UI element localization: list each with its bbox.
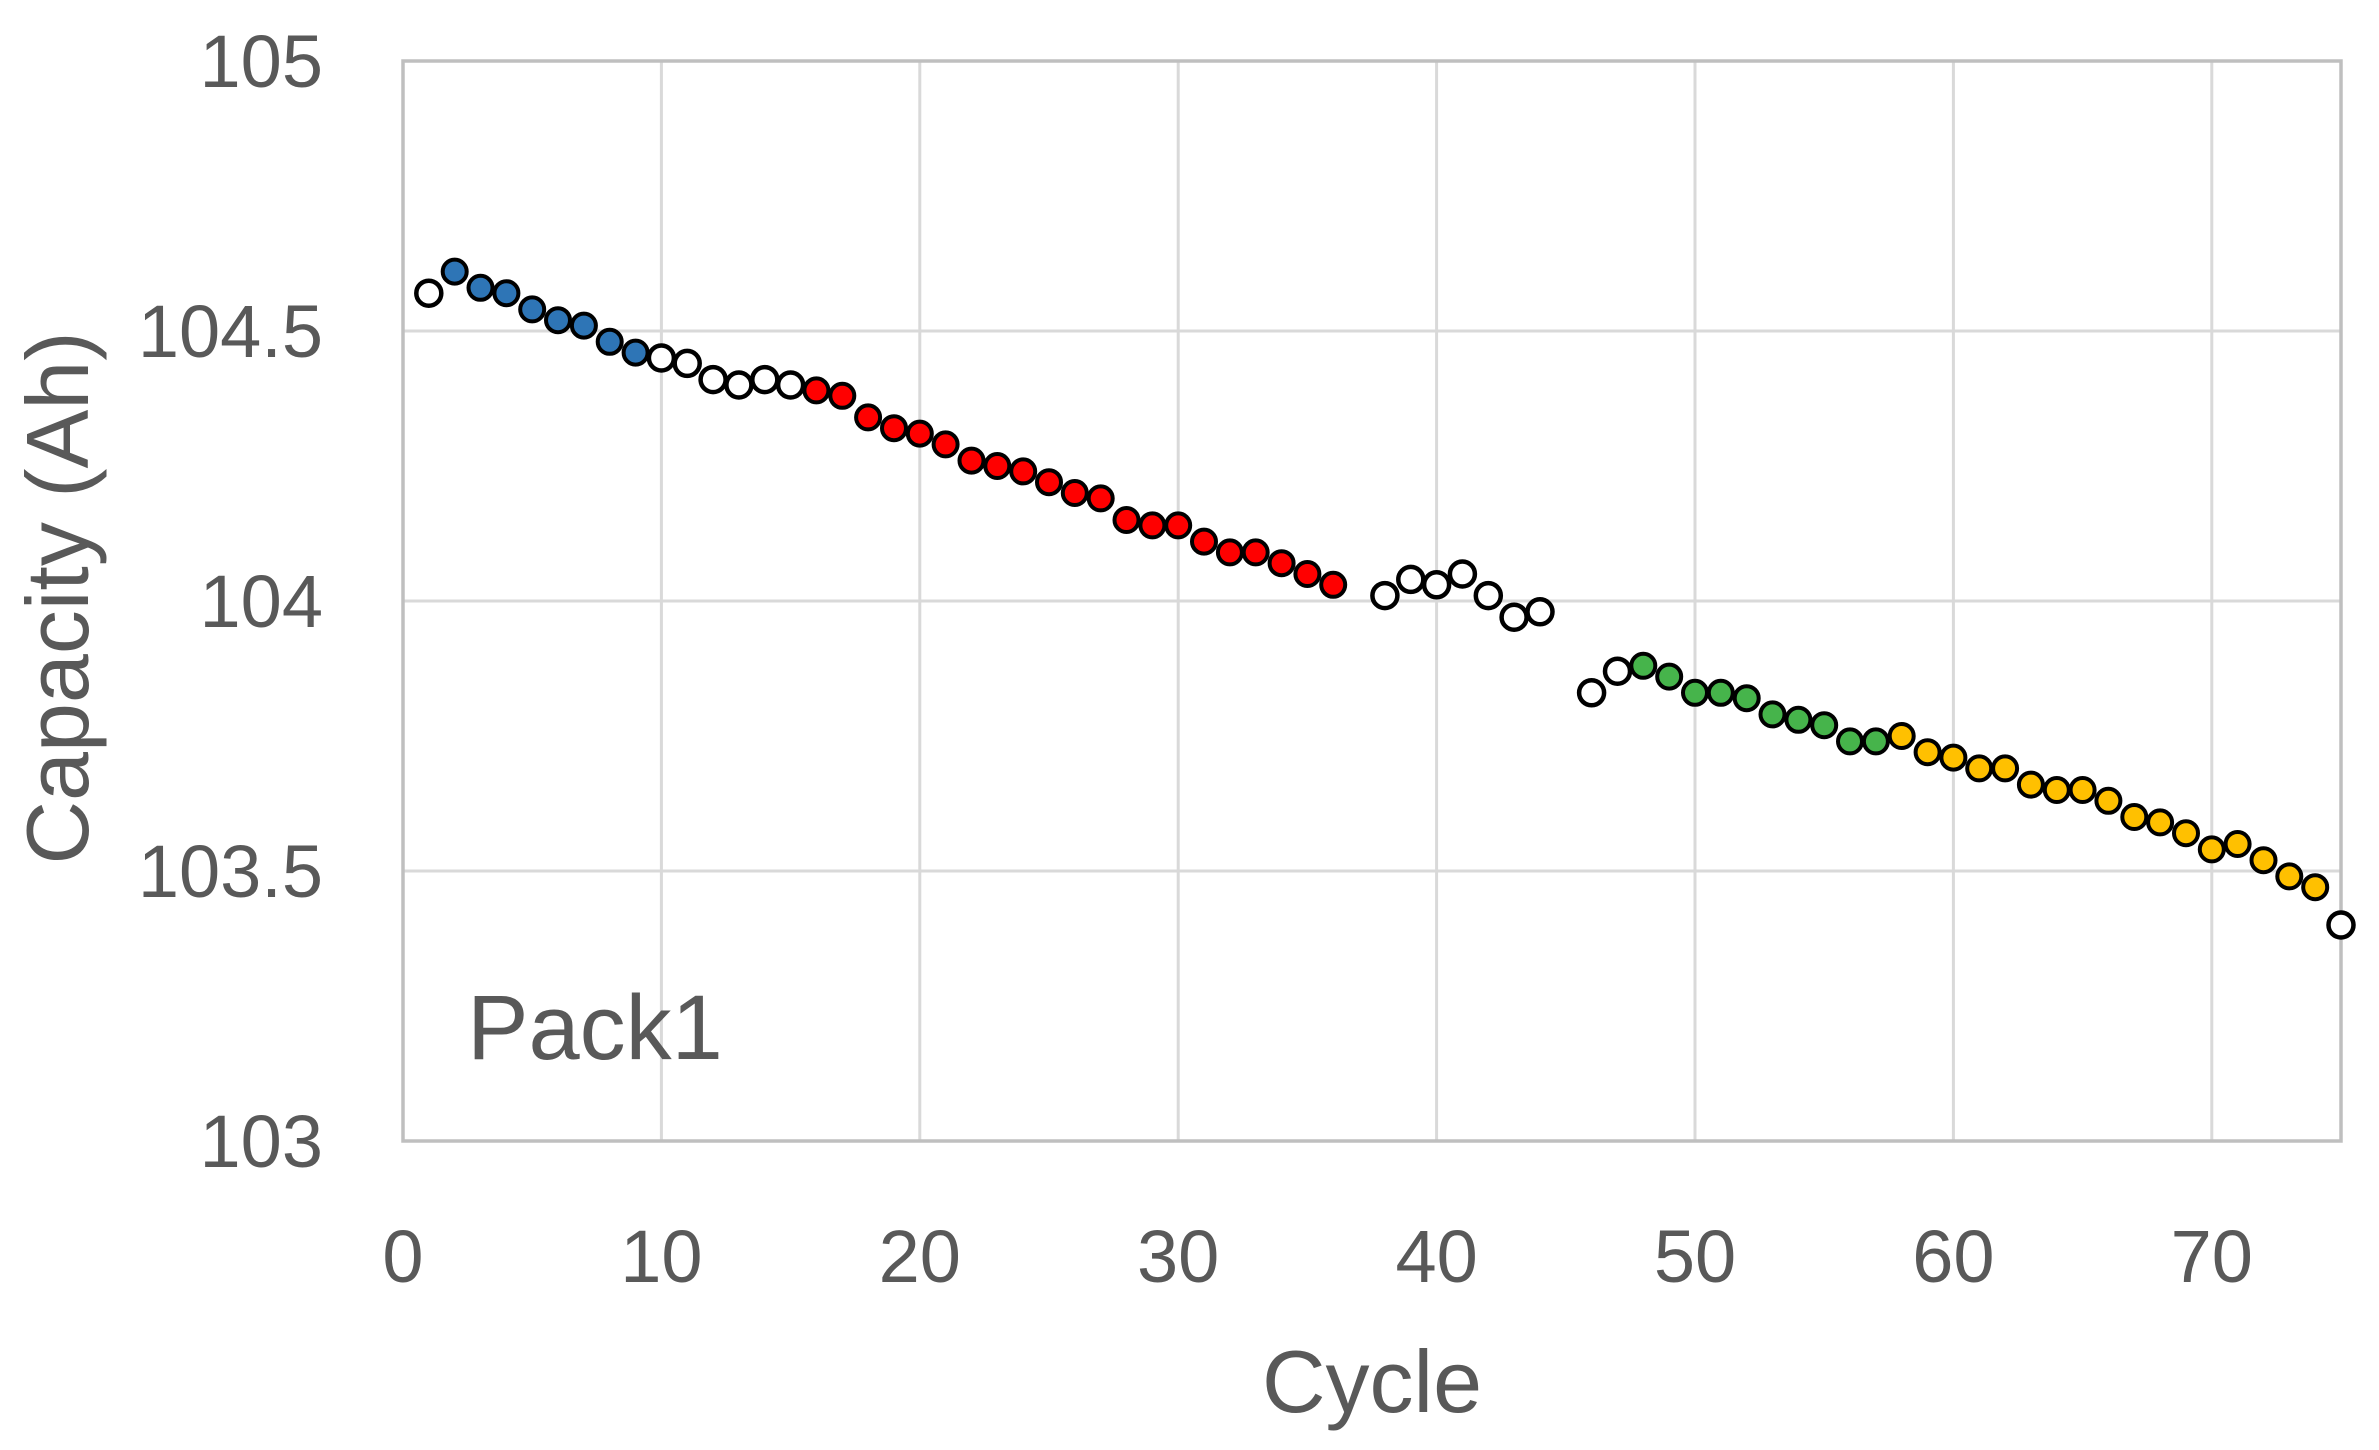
data-point bbox=[2146, 808, 2175, 837]
data-point bbox=[2223, 830, 2252, 858]
y-tick-label: 105 bbox=[200, 20, 323, 103]
x-tick-label: 60 bbox=[1912, 1215, 1994, 1298]
data-point bbox=[1810, 711, 1839, 740]
data-point bbox=[931, 430, 960, 459]
data-point bbox=[2016, 770, 2045, 799]
data-point bbox=[828, 381, 857, 410]
data-point bbox=[802, 376, 831, 405]
y-tick-label: 103 bbox=[200, 1100, 323, 1183]
series-green-segment bbox=[1629, 651, 1890, 756]
data-point bbox=[544, 306, 572, 335]
x-tick-label: 40 bbox=[1395, 1215, 1477, 1298]
y-tick-label: 103.5 bbox=[138, 830, 323, 913]
data-point bbox=[1190, 527, 1218, 556]
data-point bbox=[1396, 564, 1426, 595]
data-point bbox=[2275, 862, 2304, 891]
data-point bbox=[1629, 651, 1658, 680]
data-point bbox=[1732, 684, 1761, 713]
x-tick-label: 20 bbox=[879, 1215, 961, 1298]
data-point bbox=[466, 273, 495, 302]
data-point bbox=[775, 370, 806, 400]
series-gold-segment bbox=[1887, 722, 2330, 902]
data-point bbox=[492, 279, 521, 308]
x-tick-label: 70 bbox=[2171, 1215, 2253, 1298]
plot-border bbox=[401, 59, 2343, 1143]
data-point bbox=[1965, 754, 1994, 783]
data-point bbox=[414, 278, 444, 308]
series-red-segment bbox=[802, 376, 1348, 599]
data-point bbox=[1887, 722, 1916, 750]
data-point bbox=[1939, 743, 1968, 772]
data-point bbox=[698, 364, 728, 395]
data-point bbox=[1138, 511, 1167, 540]
data-point bbox=[2042, 776, 2071, 804]
tick-labels: 0 10 20 30 40 50 60 70 103 103.5 104 104.5 105 bbox=[138, 20, 2253, 1298]
data-point bbox=[1293, 560, 1322, 588]
x-axis-title: Cycle bbox=[1261, 1332, 1483, 1431]
data-point bbox=[1112, 506, 1141, 534]
data-point bbox=[1991, 754, 2020, 783]
data-point bbox=[646, 343, 677, 373]
data-point bbox=[595, 327, 624, 356]
data-point bbox=[1913, 738, 1942, 767]
data-point bbox=[957, 446, 986, 475]
data-point bbox=[1035, 468, 1063, 497]
data-point bbox=[1861, 727, 1890, 756]
x-tick-label: 10 bbox=[620, 1215, 702, 1298]
series-blue-segment bbox=[440, 257, 650, 367]
data-point bbox=[1370, 580, 1400, 611]
data-point bbox=[905, 419, 934, 448]
data-point bbox=[2197, 835, 2226, 864]
data-point bbox=[1164, 511, 1193, 540]
y-tick-label: 104.5 bbox=[138, 290, 323, 373]
data-point bbox=[1447, 559, 1478, 589]
data-point bbox=[1319, 570, 1348, 599]
data-point bbox=[1602, 656, 1633, 686]
data-point bbox=[880, 414, 908, 443]
data-point bbox=[854, 403, 883, 432]
data-point bbox=[1758, 700, 1787, 729]
pack-annotation: Pack1 bbox=[467, 977, 723, 1079]
data-point bbox=[1655, 662, 1684, 691]
data-point bbox=[2249, 846, 2278, 875]
y-axis-title: Capacity (Ah) bbox=[8, 331, 107, 865]
x-tick-label: 30 bbox=[1137, 1215, 1219, 1298]
data-point bbox=[1499, 602, 1529, 632]
data-point bbox=[1681, 678, 1709, 707]
data-point bbox=[518, 295, 547, 324]
x-tick-label: 50 bbox=[1654, 1215, 1736, 1298]
data-point bbox=[750, 364, 780, 395]
data-point bbox=[672, 348, 702, 379]
data-point bbox=[440, 257, 469, 286]
data-point bbox=[1009, 457, 1038, 486]
data-point bbox=[724, 370, 754, 400]
data-point bbox=[1525, 597, 1555, 627]
data-point bbox=[1060, 479, 1089, 507]
data-point bbox=[1576, 678, 1607, 708]
data-point bbox=[1267, 549, 1296, 578]
series-open-circles bbox=[414, 278, 2356, 940]
data-point bbox=[2094, 786, 2123, 815]
data-point bbox=[2301, 873, 2330, 902]
data-point bbox=[2120, 803, 2149, 831]
data-point bbox=[1784, 705, 1813, 734]
data-point bbox=[1215, 538, 1244, 567]
data-point bbox=[2068, 776, 2097, 804]
data-point bbox=[1086, 484, 1115, 513]
data-point bbox=[621, 338, 650, 367]
data-point bbox=[569, 311, 598, 340]
data-point bbox=[2326, 910, 2356, 940]
data-point bbox=[1421, 570, 1452, 600]
data-point bbox=[1473, 580, 1504, 611]
data-point bbox=[983, 452, 1012, 480]
data-point bbox=[1706, 678, 1735, 707]
x-tick-label: 0 bbox=[382, 1215, 423, 1298]
data-point bbox=[1241, 538, 1270, 567]
y-tick-label: 104 bbox=[200, 560, 323, 643]
data-point bbox=[2172, 819, 2200, 848]
data-point bbox=[1836, 727, 1864, 756]
